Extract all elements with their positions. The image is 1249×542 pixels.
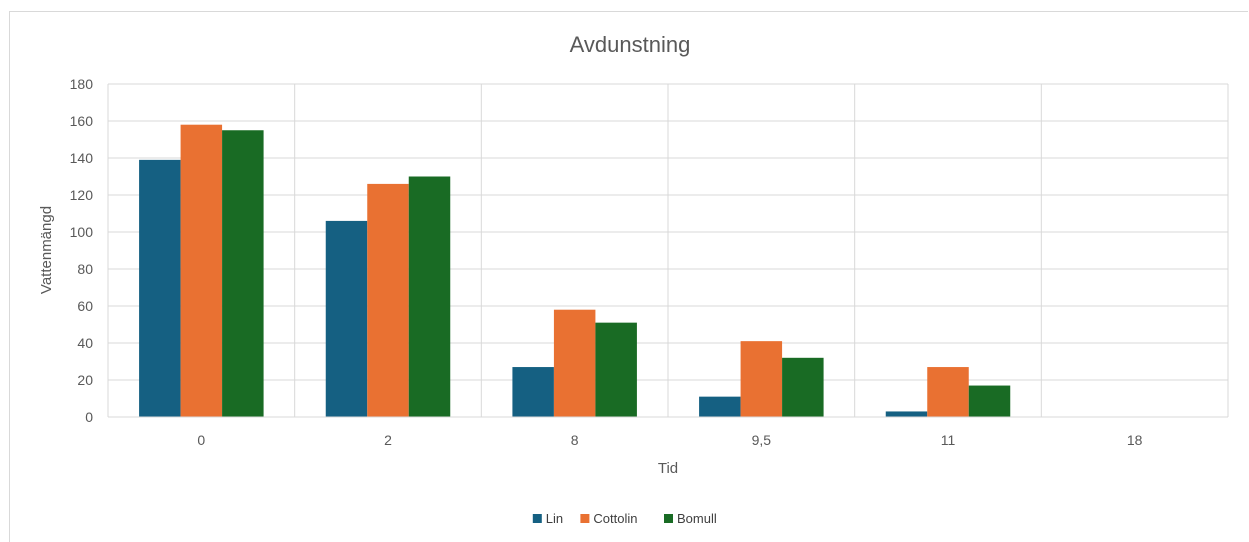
x-tick-label: 8: [571, 432, 579, 448]
bar-lin: [139, 159, 181, 417]
legend-label-bomull: Bomull: [677, 511, 717, 526]
legend-swatch-cottolin: [580, 514, 590, 523]
bar-bomull: [595, 322, 637, 417]
gridlines: [107, 83, 1229, 417]
bar-lin: [325, 220, 368, 417]
x-tick-label: 11: [941, 432, 956, 448]
legend-label-lin: Lin: [546, 511, 563, 526]
legend-swatch-bomull: [664, 514, 673, 523]
y-tick-label: 0: [85, 409, 93, 425]
x-tick-label: 0: [197, 432, 205, 448]
y-tick-label: 100: [70, 224, 94, 240]
y-tick-label: 120: [70, 187, 94, 203]
legend-swatch-lin: [532, 514, 542, 523]
legend-label-cottolin: Cottolin: [593, 511, 637, 526]
x-axis-label: Tid: [658, 460, 678, 477]
bar-lin: [699, 396, 741, 417]
chart-title: Avdunstning: [570, 32, 691, 57]
bar-cottolin: [553, 309, 596, 417]
bars: [139, 124, 1011, 417]
axes: 0 20 40 60 80 100 120 140 160 180 0 2 8 9,5 11 18: [70, 76, 1228, 448]
y-tick-label: 40: [77, 335, 93, 351]
x-tick-label: 9,5: [752, 432, 772, 448]
bar-bomull: [222, 130, 264, 417]
bar-lin: [512, 367, 554, 417]
bar-lin: [885, 411, 928, 417]
bar-cottolin: [927, 367, 969, 417]
bar-cottolin: [180, 124, 223, 417]
y-tick-label: 20: [77, 372, 93, 388]
y-tick-label: 60: [77, 298, 93, 314]
x-tick-label: 2: [384, 432, 392, 448]
x-tick-label: 18: [1127, 432, 1143, 448]
bar-bomull: [782, 357, 824, 417]
legend: Lin Cottolin Bomull: [532, 511, 717, 526]
y-tick-label: 80: [77, 261, 93, 277]
bar-cottolin: [740, 341, 783, 417]
y-tick-label: 140: [70, 150, 94, 166]
y-tick-label: 180: [70, 76, 94, 92]
bar-cottolin: [367, 183, 409, 417]
bar-bomull: [408, 176, 451, 417]
bar-bomull: [968, 385, 1011, 417]
y-axis-label: Vattenmängd: [38, 206, 55, 294]
y-tick-label: 160: [70, 113, 94, 129]
